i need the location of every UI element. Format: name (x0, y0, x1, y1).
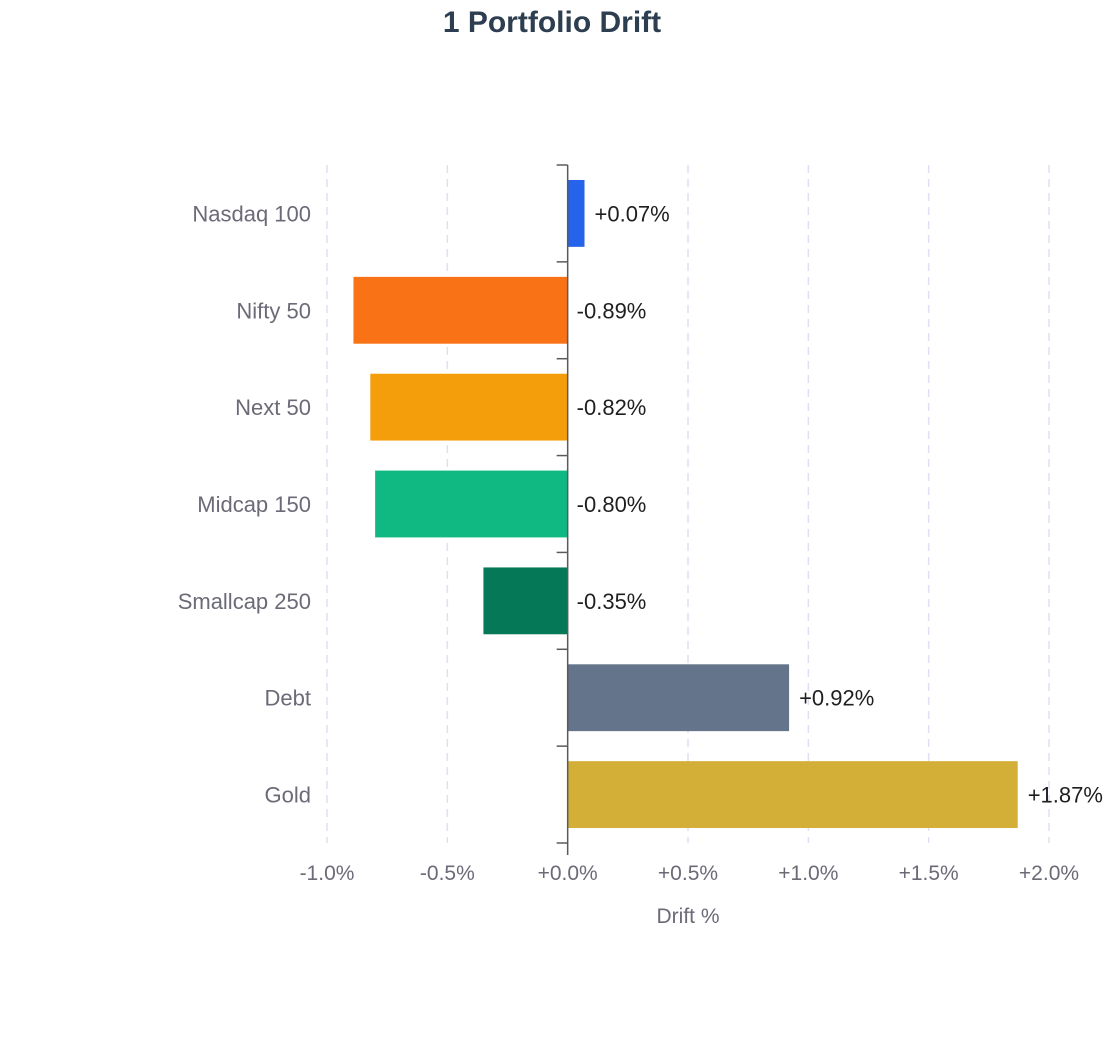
category-label: Smallcap 250 (178, 589, 311, 614)
x-tick-label: +1.0% (778, 862, 838, 885)
category-label: Debt (265, 686, 311, 711)
data-label: -0.82% (577, 395, 647, 420)
category-label: Nifty 50 (236, 298, 311, 323)
category-label: Nasdaq 100 (192, 201, 311, 226)
chart-title: 1 Portfolio Drift (442, 6, 662, 39)
data-label: +1.87% (1028, 783, 1103, 808)
category-label: Gold (265, 783, 311, 808)
bar-nifty-50 (353, 276, 568, 344)
x-tick-label: +1.5% (899, 862, 959, 885)
bar-midcap-150 (375, 470, 568, 538)
data-label: +0.92% (799, 686, 874, 711)
x-tick-labels: -1.0% -0.5% +0.0% +0.5% +1.0% +1.5% +2.0% (300, 862, 1080, 885)
zero-axis (556, 164, 569, 855)
x-tick-label: +2.0% (1019, 862, 1079, 885)
bars (353, 180, 1018, 828)
category-label: Midcap 150 (197, 492, 311, 517)
x-axis-title: Drift % (657, 905, 720, 928)
data-label: -0.35% (577, 589, 647, 614)
data-labels: +0.07% -0.89% -0.82% -0.80% -0.35% +0.92% +1.8… (577, 201, 1103, 807)
x-tick-label: -1.0% (300, 862, 355, 885)
data-label: -0.80% (577, 492, 647, 517)
x-tick-label: +0.0% (538, 862, 598, 885)
data-label: +0.07% (595, 201, 670, 226)
category-labels: Nasdaq 100 Nifty 50 Next 50 Midcap 150 Small… (178, 201, 311, 807)
bar-debt (567, 664, 790, 732)
bar-gold (567, 761, 1018, 828)
x-tick-label: -0.5% (420, 862, 475, 885)
bar-next-50 (370, 373, 568, 441)
x-tick-label: +0.5% (658, 862, 718, 885)
bar-nasdaq-100 (567, 180, 585, 247)
category-label: Next 50 (235, 395, 311, 420)
bar-smallcap-250 (483, 567, 568, 635)
data-label: -0.89% (577, 298, 647, 323)
